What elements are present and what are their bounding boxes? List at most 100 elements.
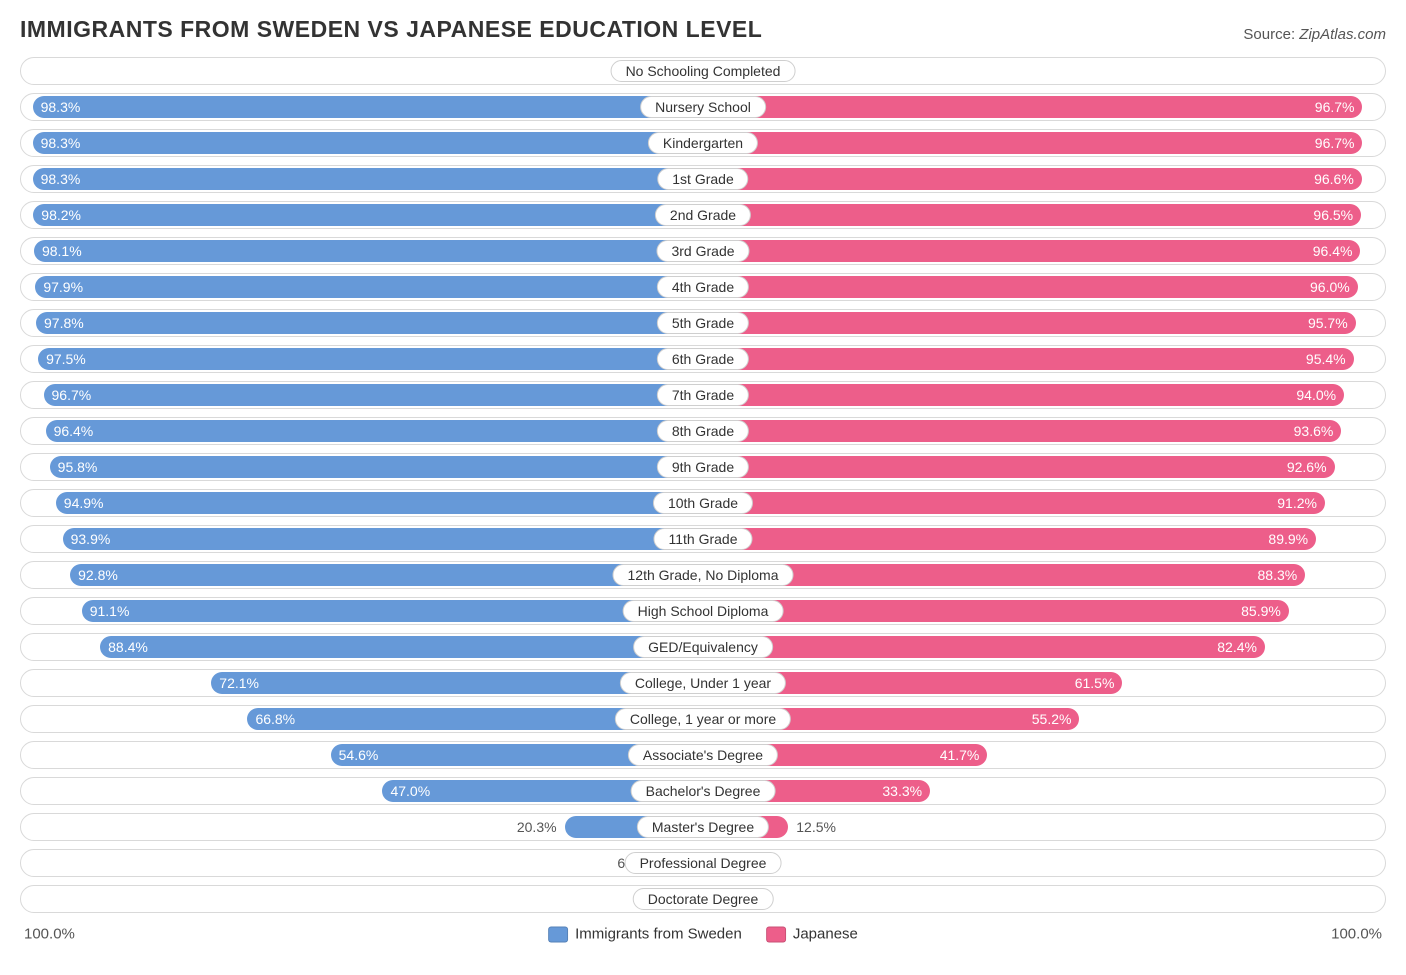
legend-swatch-left <box>548 926 568 942</box>
axis-max-left: 100.0% <box>24 926 75 943</box>
bar-value-left: 20.3% <box>517 819 557 835</box>
category-label: 4th Grade <box>657 276 749 298</box>
chart-row: 98.1%96.4%3rd Grade <box>20 237 1386 265</box>
source-value: ZipAtlas.com <box>1299 26 1386 43</box>
bar-value-right: 33.3% <box>882 783 922 799</box>
legend-label-right: Japanese <box>793 926 858 943</box>
bar-value-right: 96.5% <box>1313 207 1353 223</box>
bar-left: 91.1% <box>82 600 703 622</box>
bar-value-left: 54.6% <box>339 747 379 763</box>
bar-right: 96.7% <box>703 96 1362 118</box>
chart-row: 98.3%96.7%Kindergarten <box>20 129 1386 157</box>
chart-row: 96.4% 93.6% 8th Grade <box>20 417 1386 445</box>
bar-value-left: 97.8% <box>44 315 84 331</box>
bar-left: 96.7% <box>44 384 703 406</box>
bar-left: 98.2% <box>33 204 703 226</box>
bar-value-right: 12.5% <box>796 819 836 835</box>
bar-left: 98.3% <box>33 168 703 190</box>
bar-value-left: 96.4% <box>54 423 94 439</box>
bar-value-left: 96.7% <box>52 387 92 403</box>
chart-row: 20.3%12.5%Master's Degree <box>20 813 1386 841</box>
chart-row: 6.7%3.5%Professional Degree <box>20 849 1386 877</box>
bar-value-right: 95.4% <box>1306 351 1346 367</box>
category-label: Doctorate Degree <box>633 888 774 910</box>
bar-right: 91.2% <box>703 492 1325 514</box>
category-label: 11th Grade <box>653 528 752 550</box>
chart-row: 96.7% 94.0% 7th Grade <box>20 381 1386 409</box>
bar-left: 92.8% <box>70 564 703 586</box>
bar-left: 98.3% <box>33 132 703 154</box>
category-label: 1st Grade <box>657 168 748 190</box>
bar-value-right: 96.6% <box>1314 171 1354 187</box>
chart-row: 88.4%82.4%GED/Equivalency <box>20 633 1386 661</box>
bar-value-left: 47.0% <box>390 783 430 799</box>
legend-label-left: Immigrants from Sweden <box>575 926 742 943</box>
chart-row: 97.8%95.7%5th Grade <box>20 309 1386 337</box>
bar-value-right: 41.7% <box>940 747 980 763</box>
bar-value-right: 96.7% <box>1315 135 1355 151</box>
bar-right: 89.9% <box>703 528 1316 550</box>
legend-swatch-right <box>766 926 786 942</box>
category-label: 2nd Grade <box>655 204 751 226</box>
bar-value-right: 89.9% <box>1268 531 1308 547</box>
bar-value-left: 97.9% <box>43 279 83 295</box>
bar-right: 93.6% <box>703 420 1341 442</box>
category-label: College, 1 year or more <box>615 708 791 730</box>
bar-right: 95.7% <box>703 312 1356 334</box>
bar-value-left: 98.3% <box>41 135 81 151</box>
category-label: 7th Grade <box>657 384 749 406</box>
bar-right: 85.9% <box>703 600 1289 622</box>
category-label: Nursery School <box>640 96 766 118</box>
category-label: GED/Equivalency <box>633 636 773 658</box>
category-label: Bachelor's Degree <box>631 780 776 802</box>
category-label: 9th Grade <box>657 456 749 478</box>
legend-item-left: Immigrants from Sweden <box>548 926 742 943</box>
bar-value-right: 95.7% <box>1308 315 1348 331</box>
bar-value-right: 93.6% <box>1294 423 1334 439</box>
category-label: 12th Grade, No Diploma <box>613 564 794 586</box>
bar-value-right: 61.5% <box>1075 675 1115 691</box>
chart-row: 98.2% 96.5% 2nd Grade <box>20 201 1386 229</box>
category-label: 10th Grade <box>653 492 753 514</box>
bar-right: 94.0% <box>703 384 1344 406</box>
bar-value-left: 98.3% <box>41 171 81 187</box>
category-label: 6th Grade <box>657 348 749 370</box>
bar-right: 96.0% <box>703 276 1358 298</box>
bar-value-left: 88.4% <box>108 639 148 655</box>
bar-value-left: 98.3% <box>41 99 81 115</box>
bar-value-left: 91.1% <box>90 603 130 619</box>
bar-value-left: 97.5% <box>46 351 86 367</box>
chart-row: 66.8%55.2%College, 1 year or more <box>20 705 1386 733</box>
legend: Immigrants from Sweden Japanese <box>548 926 858 943</box>
category-label: Professional Degree <box>625 852 782 874</box>
chart-title: IMMIGRANTS FROM SWEDEN VS JAPANESE EDUCA… <box>20 16 762 43</box>
bar-left: 95.8% <box>50 456 703 478</box>
category-label: College, Under 1 year <box>620 672 786 694</box>
bar-value-left: 94.9% <box>64 495 104 511</box>
bar-right: 96.7% <box>703 132 1362 154</box>
bar-left: 97.9% <box>35 276 703 298</box>
legend-item-right: Japanese <box>766 926 858 943</box>
chart-row: 1.7%3.3%No Schooling Completed <box>20 57 1386 85</box>
bar-value-left: 98.1% <box>42 243 82 259</box>
chart-row: 98.3% 96.6% 1st Grade <box>20 165 1386 193</box>
bar-left: 98.1% <box>34 240 703 262</box>
bar-value-right: 96.7% <box>1315 99 1355 115</box>
bar-left: 94.9% <box>56 492 703 514</box>
chart-row: 94.9% 91.2% 10th Grade <box>20 489 1386 517</box>
bar-value-right: 88.3% <box>1258 567 1298 583</box>
bar-value-right: 91.2% <box>1277 495 1317 511</box>
bar-value-right: 55.2% <box>1032 711 1072 727</box>
axis-max-right: 100.0% <box>1331 926 1382 943</box>
chart-row: 95.8% 92.6% 9th Grade <box>20 453 1386 481</box>
bar-value-right: 92.6% <box>1287 459 1327 475</box>
category-label: 8th Grade <box>657 420 749 442</box>
bar-left: 88.4% <box>100 636 703 658</box>
bar-value-right: 85.9% <box>1241 603 1281 619</box>
chart-row: 72.1%61.5%College, Under 1 year <box>20 669 1386 697</box>
chart-row: 54.6%41.7%Associate's Degree <box>20 741 1386 769</box>
diverging-bar-chart: 1.7%3.3%No Schooling Completed 98.3% 96.7%… <box>20 57 1386 913</box>
bar-value-left: 95.8% <box>58 459 98 475</box>
bar-left: 96.4% <box>46 420 703 442</box>
bar-value-right: 94.0% <box>1296 387 1336 403</box>
